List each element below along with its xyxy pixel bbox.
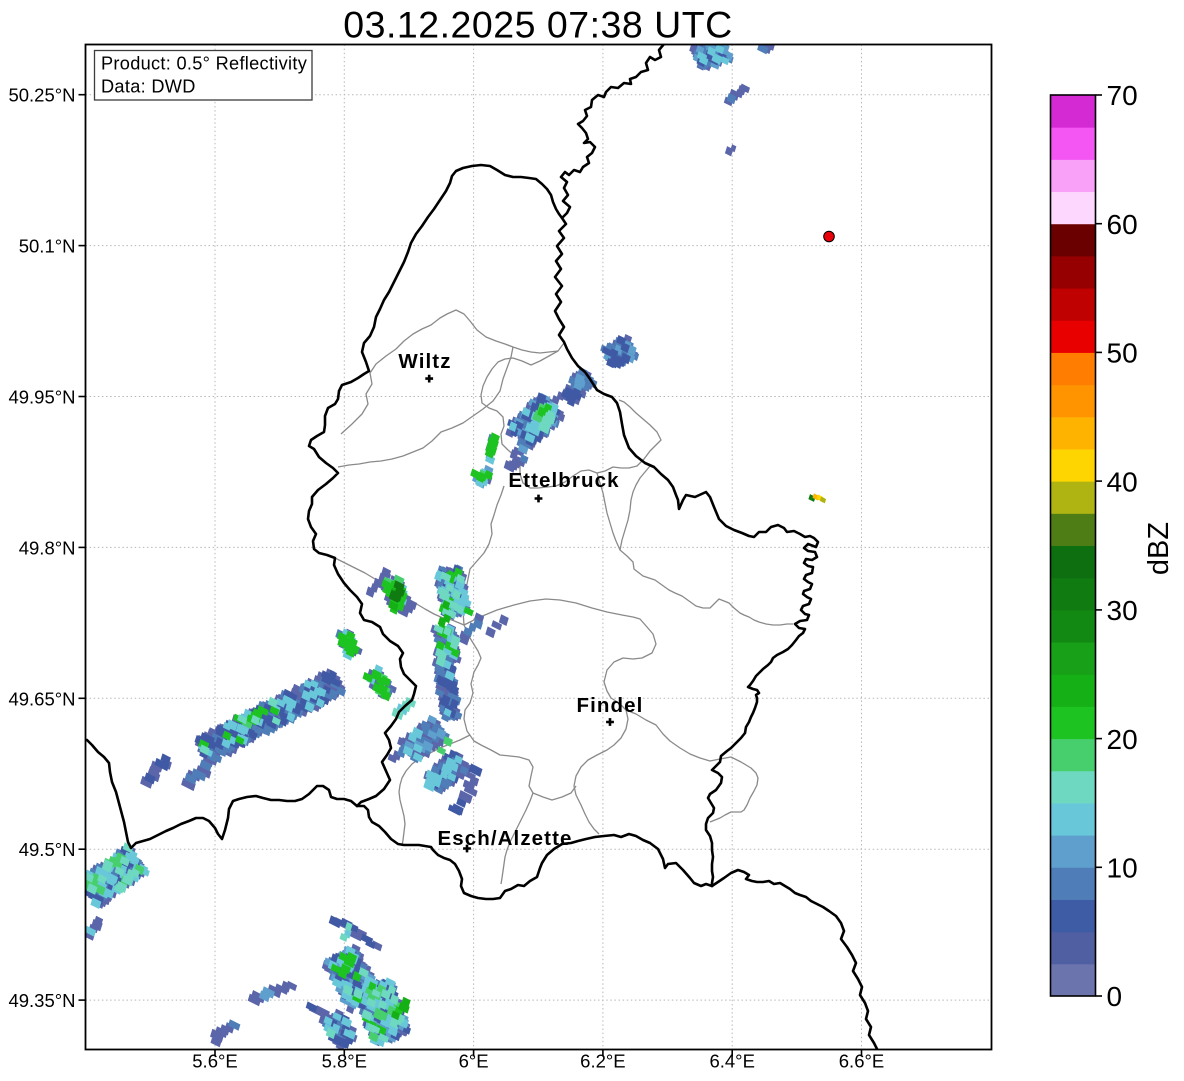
svg-text:40: 40	[1107, 466, 1138, 497]
svg-text:10: 10	[1107, 853, 1138, 884]
svg-text:30: 30	[1107, 595, 1138, 626]
svg-text:49.95°N: 49.95°N	[8, 387, 75, 408]
svg-text:49.35°N: 49.35°N	[8, 990, 75, 1011]
svg-text:Ettelbruck: Ettelbruck	[508, 469, 619, 492]
svg-text:6.6°E: 6.6°E	[839, 1051, 884, 1072]
svg-text:20: 20	[1107, 724, 1138, 755]
svg-text:50.1°N: 50.1°N	[19, 236, 76, 257]
svg-text:49.65°N: 49.65°N	[8, 688, 75, 709]
svg-text:Esch/Alzette: Esch/Alzette	[437, 827, 572, 850]
svg-text:0: 0	[1107, 981, 1123, 1012]
svg-text:Wiltz: Wiltz	[398, 350, 451, 373]
svg-text:6.2°E: 6.2°E	[580, 1051, 625, 1072]
svg-text:Product: 0.5° Reflectivity: Product: 0.5° Reflectivity	[101, 54, 308, 74]
svg-text:03.12.2025 07:38 UTC: 03.12.2025 07:38 UTC	[343, 4, 732, 46]
svg-text:dBZ: dBZ	[1143, 522, 1175, 575]
svg-text:50: 50	[1107, 338, 1138, 369]
svg-text:Findel: Findel	[577, 694, 644, 717]
svg-text:49.5°N: 49.5°N	[19, 839, 76, 860]
svg-text:5.6°E: 5.6°E	[192, 1051, 237, 1072]
svg-text:5.8°E: 5.8°E	[322, 1051, 367, 1072]
svg-text:50.25°N: 50.25°N	[8, 85, 75, 106]
svg-text:6°E: 6°E	[459, 1051, 489, 1072]
svg-text:49.8°N: 49.8°N	[19, 537, 76, 558]
svg-text:Data: DWD: Data: DWD	[101, 77, 196, 97]
svg-text:6.4°E: 6.4°E	[709, 1051, 754, 1072]
svg-text:70: 70	[1107, 80, 1138, 111]
svg-text:60: 60	[1107, 209, 1138, 240]
